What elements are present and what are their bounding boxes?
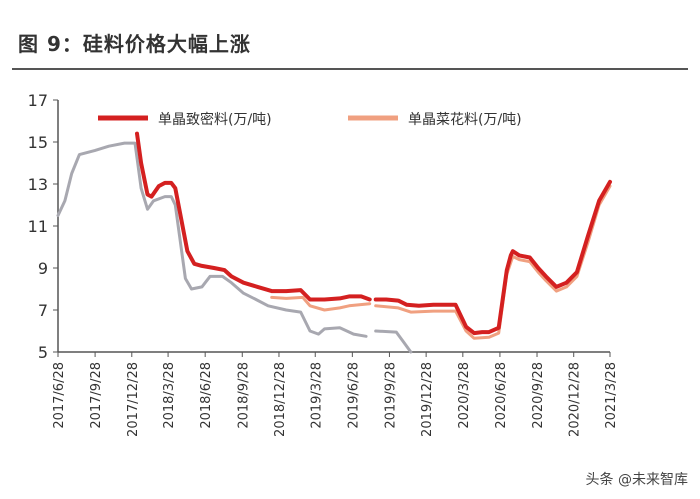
series-layer — [56, 131, 612, 354]
legend: 单晶致密料(万/吨) 单晶菜花料(万/吨) — [98, 111, 522, 128]
y-tick-label: 13 — [28, 175, 48, 194]
series-line-0-segment-1 — [373, 179, 612, 336]
series-line-1-segment-0 — [270, 295, 372, 312]
title-divider — [12, 68, 688, 70]
x-tick-label: 2020/6/28 — [494, 362, 509, 429]
plot-area: 5 7 9 11 13 15 17 2017/6/28 2017/9/28 2017/12/28 2… — [28, 91, 619, 437]
x-tick-label: 2019/9/28 — [383, 362, 398, 429]
figure-title: 图 9：硅料价格大幅上涨 — [18, 32, 251, 56]
x-tick-label: 2017/6/28 — [52, 362, 67, 429]
x-tick-label: 2021/3/28 — [604, 362, 619, 429]
series-line-2-segment-0 — [56, 141, 368, 338]
series-line-2-segment-1 — [374, 329, 413, 354]
x-tick-label: 2018/12/28 — [273, 362, 288, 437]
x-tick-label: 2018/6/28 — [199, 362, 214, 429]
y-tick-label: 9 — [38, 259, 48, 278]
legend-label-1: 单晶菜花料(万/吨) — [408, 112, 522, 128]
x-tick-label: 2018/3/28 — [162, 362, 177, 429]
x-tick-label: 2020/3/28 — [457, 362, 472, 429]
y-tick-label: 7 — [38, 301, 48, 320]
x-tick-label: 2019/3/28 — [309, 362, 324, 429]
x-tick-label: 2017/12/28 — [126, 362, 141, 437]
series-line-1-segment-1 — [374, 184, 612, 340]
x-tick-label: 2019/12/28 — [420, 362, 435, 437]
x-tick-label: 2018/9/28 — [236, 362, 251, 429]
y-tick-label: 11 — [28, 217, 48, 236]
watermark: 头条 @未来智库 — [585, 472, 688, 488]
y-tick-label: 15 — [28, 133, 48, 152]
x-tick-label: 2020/12/28 — [568, 362, 583, 437]
y-tick-label: 17 — [28, 91, 48, 110]
x-tick-label: 2017/9/28 — [89, 362, 104, 429]
x-tick-label: 2019/6/28 — [346, 362, 361, 429]
legend-label-0: 单晶致密料(万/吨) — [158, 111, 272, 128]
y-tick-label: 5 — [38, 343, 48, 362]
x-tick-label: 2020/9/28 — [531, 362, 546, 429]
series-line-0-segment-0 — [135, 131, 372, 302]
